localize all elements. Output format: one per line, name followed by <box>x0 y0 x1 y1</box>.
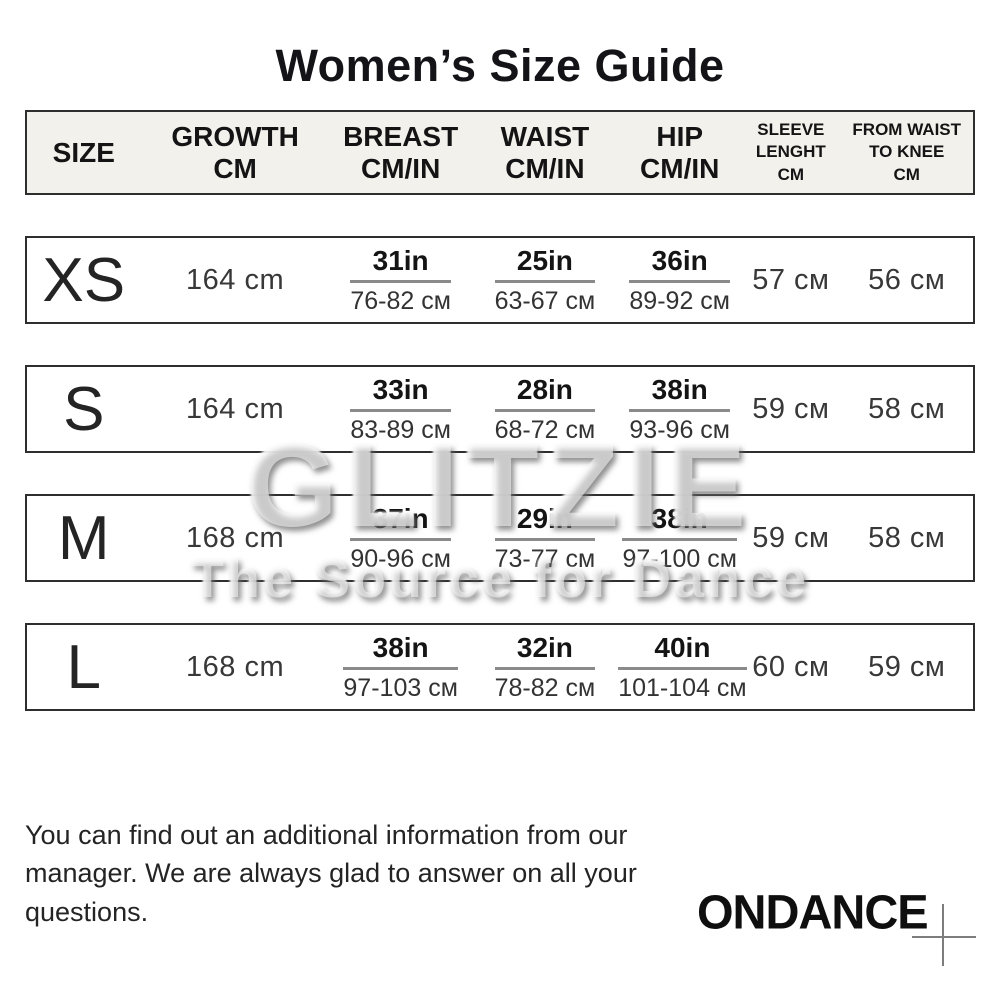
waist-cm-range: 78-82 см <box>494 673 596 702</box>
fraction-divider-line <box>622 537 737 541</box>
breast-measurement: 38in 97-103 см <box>343 631 458 703</box>
waist-to-knee-value: 56 см <box>868 263 946 296</box>
table-row-m: M 168 cm 37in 90-96 см 29in 73-77 см 38i… <box>25 494 975 582</box>
waist-measurement: 32in 78-82 см <box>494 631 596 703</box>
fraction-divider-line <box>343 666 458 670</box>
waist-inches: 28in <box>516 373 573 405</box>
sleeve-length-value: 59 см <box>752 521 830 554</box>
size-label: L <box>66 632 101 702</box>
breast-cm-range: 97-103 см <box>343 673 458 702</box>
sleeve-length-value: 57 см <box>752 263 830 296</box>
breast-inches: 33in <box>372 373 429 405</box>
breast-measurement: 31in 76-82 см <box>350 245 451 316</box>
table-row-l: L 168 cm 38in 97-103 см 32in 78-82 см 40… <box>25 623 975 711</box>
hip-measurement: 36in 89-92 см <box>629 245 730 316</box>
hip-measurement: 38in 97-100 см <box>622 502 737 574</box>
waist-measurement: 28in 68-72 см <box>494 373 596 445</box>
column-header-breast: BREAST CM/IN <box>343 121 459 184</box>
hip-inches: 36in <box>651 244 708 276</box>
table-row-xs: XS 164 cm 31in 76-82 см 25in 63-67 см 36… <box>25 236 975 324</box>
fraction-divider-line <box>494 408 596 412</box>
column-header-sleeve: SLEEVE LENGHT CM <box>755 120 826 184</box>
breast-cm-range: 76-82 см <box>350 286 451 315</box>
breast-inches: 38in <box>372 631 429 663</box>
plus-cross-icon <box>912 936 976 938</box>
breast-cm-range: 90-96 см <box>350 544 451 573</box>
breast-cm-range: 83-89 см <box>350 415 451 444</box>
fraction-divider-line <box>629 408 730 412</box>
waist-to-knee-value: 58 см <box>868 521 946 554</box>
column-header-size: SIZE <box>52 136 115 168</box>
waist-measurement: 25in 63-67 см <box>494 244 596 316</box>
column-header-waist: WAIST CM/IN <box>500 121 590 184</box>
fraction-divider-line <box>494 279 596 283</box>
column-header-hip: HIP CM/IN <box>640 121 720 184</box>
breast-measurement: 33in 83-89 см <box>350 374 451 445</box>
waist-to-knee-value: 58 см <box>868 392 946 425</box>
hip-inches: 40in <box>654 631 711 663</box>
growth-value: 168 cm <box>186 650 285 683</box>
plus-cross-icon <box>942 904 944 966</box>
ondance-logo: ONDANCE <box>697 884 929 939</box>
size-label: XS <box>42 245 126 315</box>
hip-cm-range: 89-92 см <box>629 286 730 315</box>
table-row-s: S 164 cm 33in 83-89 см 28in 68-72 см 38i… <box>25 365 975 453</box>
hip-cm-range: 93-96 см <box>629 415 730 444</box>
fraction-divider-line <box>618 666 747 670</box>
fraction-divider-line <box>629 279 730 283</box>
table-header-row: SIZE GROWTH CM BREAST CM/IN WAIST CM/IN … <box>25 110 975 195</box>
hip-cm-range: 97-100 см <box>622 544 737 573</box>
waist-inches: 29in <box>516 502 573 534</box>
fraction-divider-line <box>350 279 451 283</box>
fraction-divider-line <box>494 666 596 670</box>
growth-value: 168 cm <box>186 521 285 554</box>
waist-cm-range: 73-77 см <box>494 544 596 573</box>
waist-cm-range: 68-72 см <box>494 415 596 444</box>
waist-cm-range: 63-67 см <box>494 286 596 315</box>
breast-inches: 31in <box>372 244 429 276</box>
column-header-knee: FROM WAIST TO KNEE CM <box>852 120 962 184</box>
growth-value: 164 cm <box>186 392 285 425</box>
sleeve-length-value: 60 см <box>752 650 830 683</box>
breast-inches: 37in <box>372 502 429 534</box>
waist-to-knee-value: 59 см <box>868 650 946 683</box>
hip-inches: 38in <box>651 502 708 534</box>
hip-measurement: 38in 93-96 см <box>629 374 730 445</box>
hip-measurement: 40in 101-104 см <box>618 631 747 703</box>
sleeve-length-value: 59 см <box>752 392 830 425</box>
hip-inches: 38in <box>651 373 708 405</box>
footer-info-note: You can find out an additional informati… <box>25 820 637 927</box>
size-label: M <box>57 503 110 573</box>
waist-inches: 32in <box>516 631 573 663</box>
size-label: S <box>63 374 105 444</box>
fraction-divider-line <box>350 408 451 412</box>
page-title: Women’s Size Guide <box>275 40 725 91</box>
column-header-growth: GROWTH CM <box>171 121 299 184</box>
breast-measurement: 37in 90-96 см <box>350 503 451 574</box>
size-table: SIZE GROWTH CM BREAST CM/IN WAIST CM/IN … <box>25 110 975 711</box>
fraction-divider-line <box>350 537 451 541</box>
waist-measurement: 29in 73-77 см <box>494 502 596 574</box>
fraction-divider-line <box>494 537 596 541</box>
growth-value: 164 cm <box>186 263 285 296</box>
hip-cm-range: 101-104 см <box>618 673 747 702</box>
waist-inches: 25in <box>516 244 573 276</box>
